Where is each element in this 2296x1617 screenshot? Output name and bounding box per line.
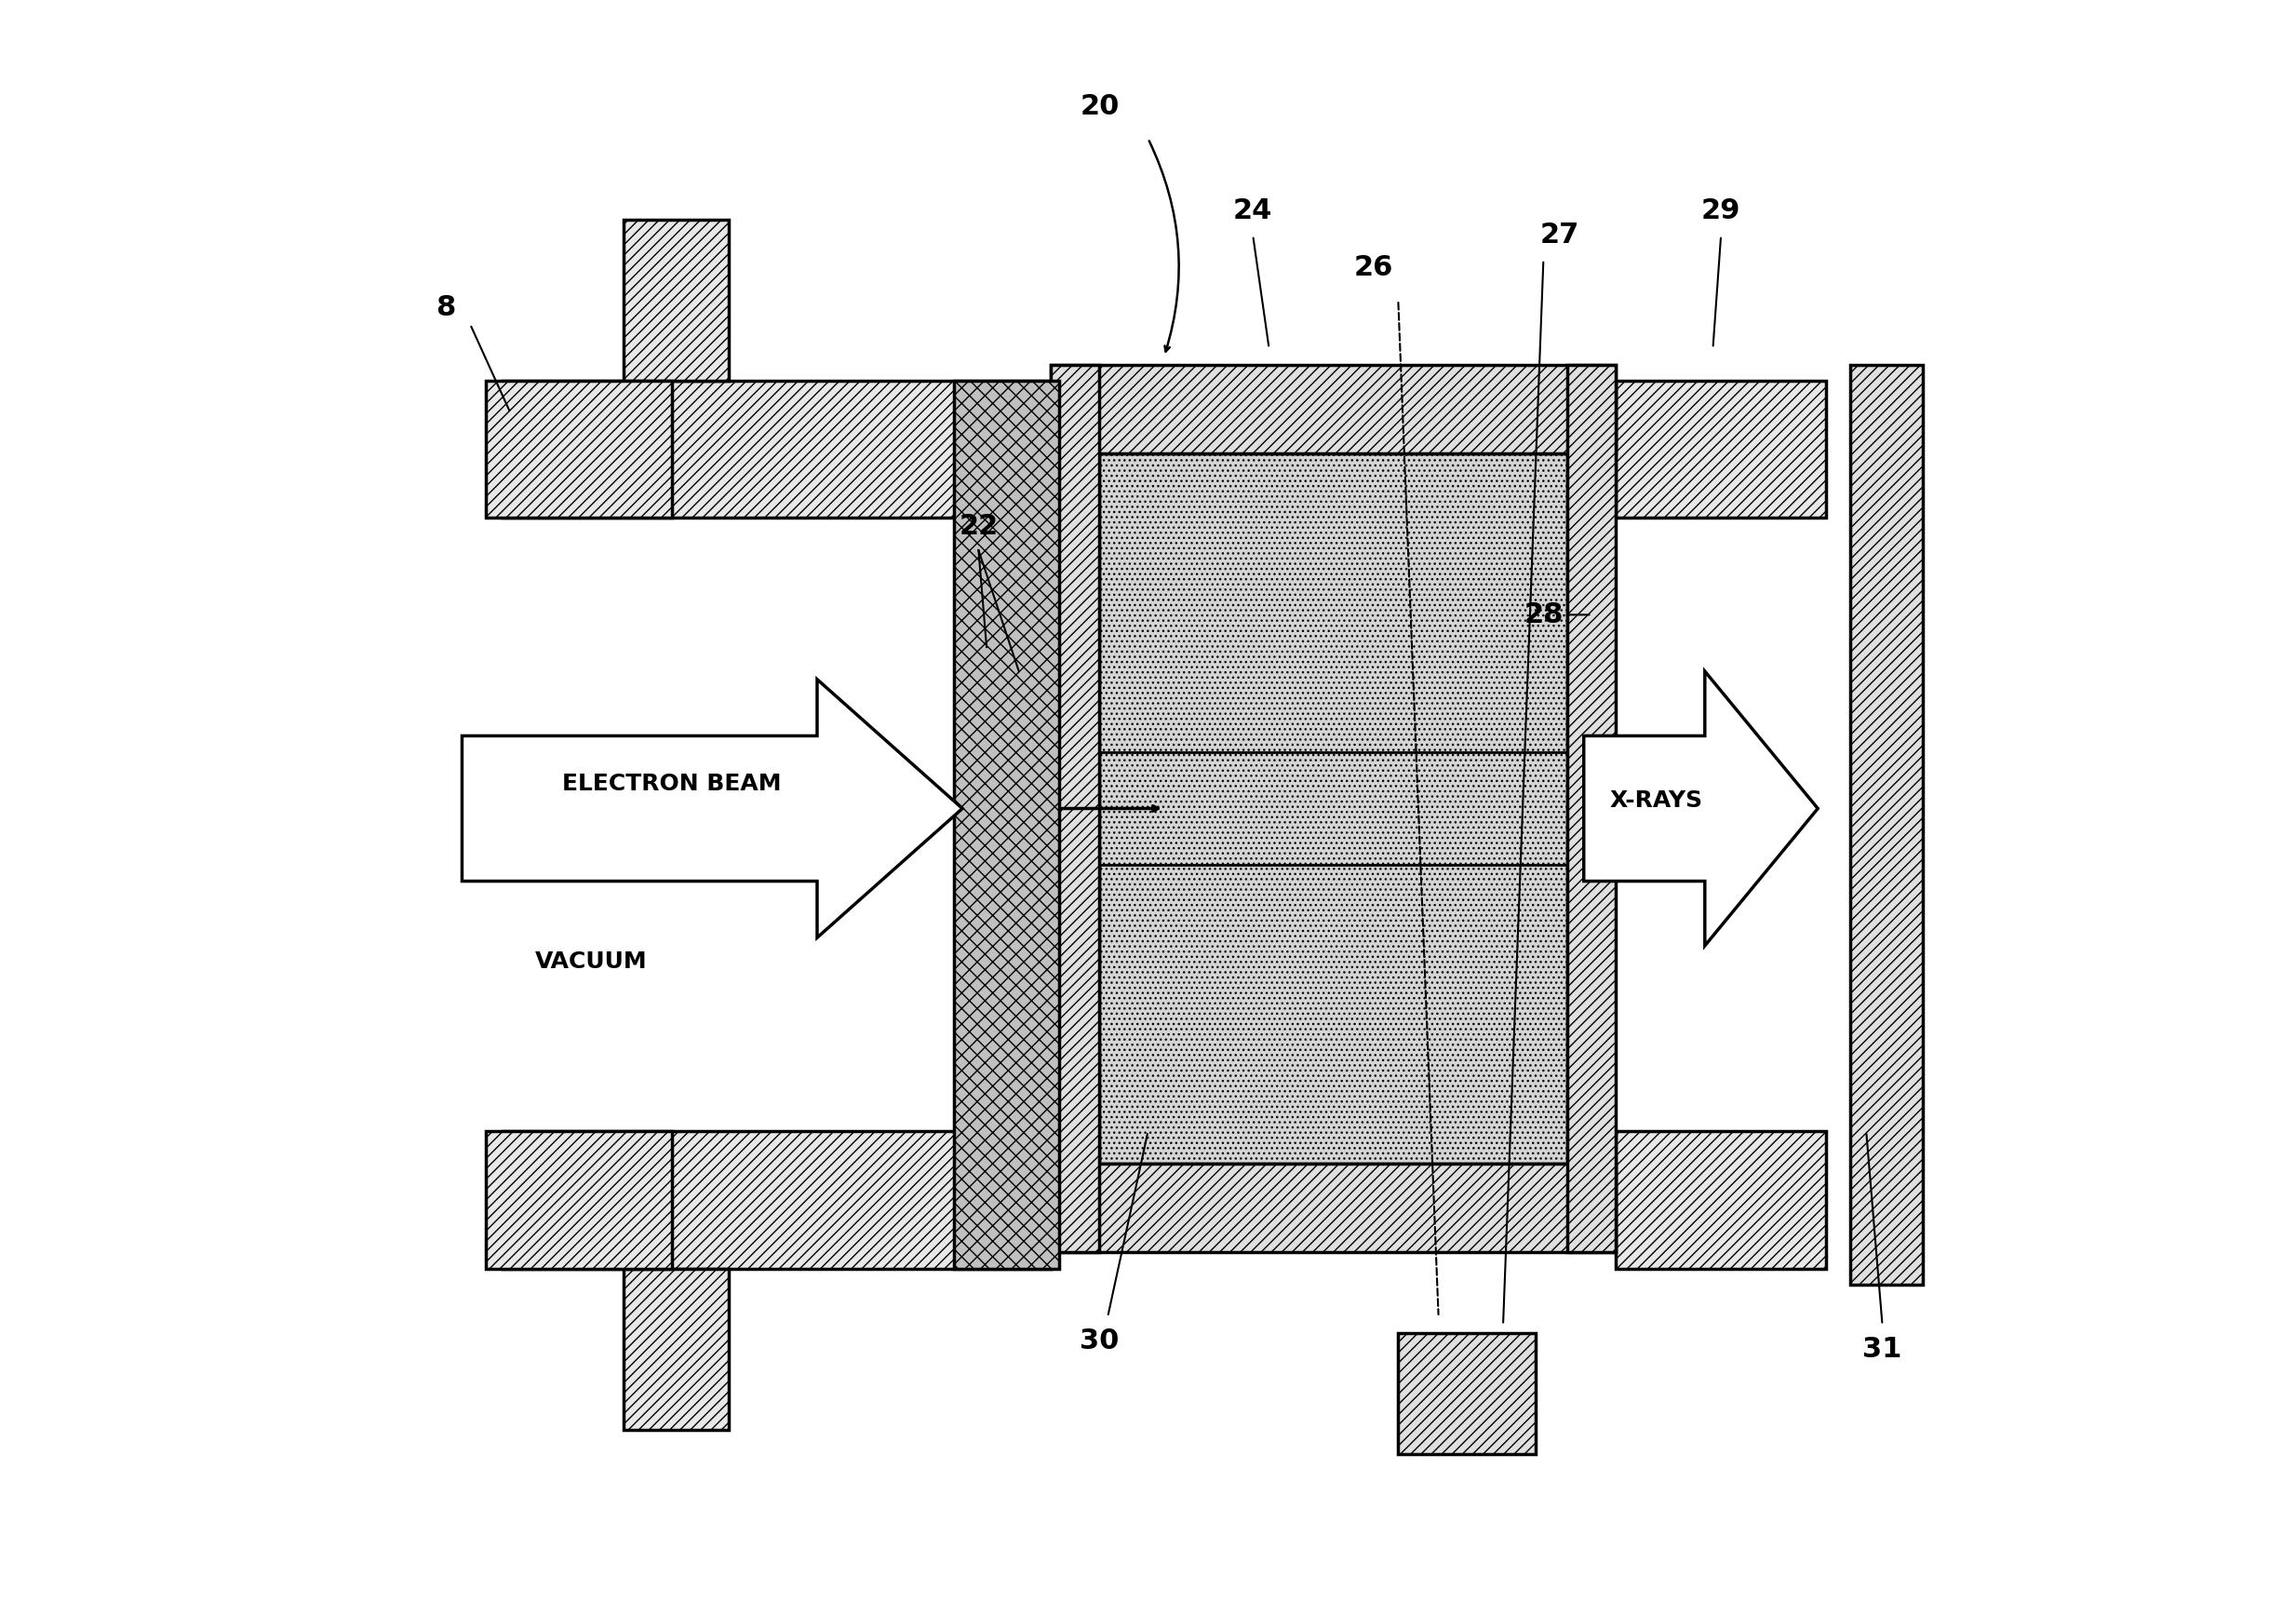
Text: 8: 8 bbox=[436, 294, 457, 322]
Text: 30: 30 bbox=[1079, 1328, 1118, 1355]
Text: 28: 28 bbox=[1525, 602, 1564, 629]
Bar bbox=[1568, 364, 1616, 1253]
Bar bbox=[1052, 364, 1100, 1253]
Text: 26: 26 bbox=[1355, 254, 1394, 281]
Bar bbox=[625, 220, 728, 380]
Text: 29: 29 bbox=[1701, 197, 1740, 225]
Bar bbox=[1398, 1332, 1536, 1454]
Text: 20: 20 bbox=[1079, 92, 1118, 120]
Bar bbox=[503, 1132, 1052, 1269]
Bar bbox=[503, 380, 1052, 517]
Bar bbox=[1616, 1132, 1825, 1269]
Text: VACUUM: VACUUM bbox=[535, 951, 647, 973]
Text: X-RAYS: X-RAYS bbox=[1609, 789, 1704, 812]
Text: ELECTRON BEAM: ELECTRON BEAM bbox=[563, 773, 781, 796]
Bar bbox=[625, 1269, 728, 1429]
Bar bbox=[487, 380, 673, 517]
Polygon shape bbox=[461, 679, 962, 938]
Text: 27: 27 bbox=[1541, 222, 1580, 249]
Text: 31: 31 bbox=[1862, 1336, 1901, 1363]
Bar bbox=[1100, 453, 1568, 1164]
Text: 22: 22 bbox=[960, 513, 999, 540]
Bar bbox=[1052, 364, 1616, 453]
Bar bbox=[1052, 1164, 1616, 1253]
Bar bbox=[1616, 380, 1825, 517]
Bar bbox=[487, 1132, 673, 1269]
Bar bbox=[1851, 364, 1922, 1286]
Bar bbox=[955, 380, 1058, 1269]
Text: 24: 24 bbox=[1233, 197, 1272, 225]
Polygon shape bbox=[1584, 671, 1818, 946]
